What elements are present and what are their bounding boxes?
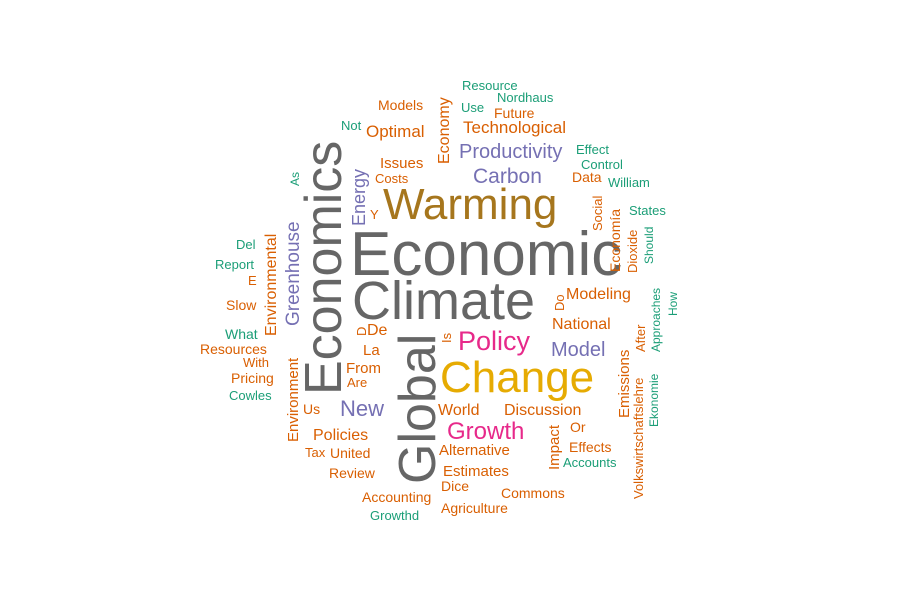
word-tax: Tax (305, 445, 326, 460)
word-new: New (340, 396, 385, 421)
word-alternative: Alternative (439, 442, 510, 459)
word-del: Del (236, 237, 256, 252)
word-dice: Dice (441, 478, 470, 494)
word-should: Should (642, 226, 656, 264)
word-change: Change (440, 353, 595, 402)
word-growth: Growth (447, 418, 525, 445)
word-as: As (288, 171, 302, 186)
word-e: E (248, 273, 257, 288)
word-technological: Technological (463, 118, 567, 137)
word-resources: Resources (200, 341, 267, 357)
word-approaches: Approaches (649, 287, 663, 352)
word-report: Report (215, 257, 255, 272)
word-are: Are (347, 375, 368, 390)
word-united: United (330, 445, 371, 461)
word-growthd: Growthd (370, 508, 420, 523)
word-costs: Costs (375, 171, 409, 186)
word-economia: Economía (607, 208, 623, 272)
word-william: William (608, 175, 650, 190)
word-warming: Warming (383, 180, 558, 229)
word-after: After (633, 324, 648, 352)
word-resource: Resource (462, 78, 518, 93)
word-modeling: Modeling (566, 286, 631, 303)
word-carbon: Carbon (473, 165, 542, 188)
word-issues: Issues (380, 155, 424, 172)
word-is: Is (439, 332, 454, 343)
word-with: With (243, 355, 269, 370)
word-review: Review (329, 465, 375, 481)
word-slow: Slow (226, 297, 257, 313)
word-us: Us (303, 401, 321, 417)
word-estimates: Estimates (443, 463, 509, 480)
word-greenhouse: Greenhouse (283, 221, 304, 326)
word-dioxide: Dioxide (625, 229, 640, 273)
word-future: Future (494, 105, 535, 121)
word-world: World (438, 402, 480, 419)
word-impact: Impact (546, 424, 563, 470)
word-ekonomie: Ekonomie (647, 373, 661, 427)
word-economics: Economics (295, 140, 353, 395)
word-not: Not (341, 118, 362, 133)
word-use: Use (461, 100, 485, 115)
word-how: How (666, 291, 680, 316)
word-states: States (629, 203, 666, 218)
word-what: What (225, 326, 258, 342)
word-volkswirtschaftslehre: Volkswirtschaftslehre (631, 377, 646, 499)
word-y: Y (370, 207, 379, 222)
word-discussion: Discussion (504, 402, 582, 419)
word-pricing: Pricing (231, 370, 274, 386)
word-commons: Commons (501, 485, 565, 501)
word-accounting: Accounting (362, 489, 432, 505)
word-from: From (346, 360, 381, 377)
word-emissions: Emissions (616, 349, 633, 418)
word-control: Control (581, 157, 623, 172)
word-social: Social (590, 195, 605, 231)
word-effects: Effects (569, 439, 612, 455)
word-productivity: Productivity (459, 141, 563, 163)
word-global: Global (389, 333, 447, 484)
word-nordhaus: Nordhaus (497, 90, 554, 105)
word-climate: Climate (352, 271, 536, 331)
word-la: La (363, 342, 380, 359)
word-environment: Environment (285, 357, 302, 442)
word-optimal: Optimal (366, 122, 425, 141)
word-models: Models (378, 97, 424, 113)
word-policy: Policy (458, 326, 531, 356)
word-national: National (552, 316, 611, 333)
word-environmental: Environmental (263, 233, 280, 336)
word-policies: Policies (313, 427, 369, 444)
word-economic: Economic (350, 220, 623, 289)
word-de: De (367, 322, 388, 339)
word-accounts: Accounts (563, 455, 617, 470)
word-d: D (354, 326, 369, 336)
word-data: Data (572, 169, 602, 185)
word-model: Model (551, 339, 606, 361)
word-effect: Effect (576, 142, 610, 157)
word-agriculture: Agriculture (441, 500, 508, 516)
word-energy: Energy (349, 168, 369, 226)
word-do: Do (552, 294, 567, 311)
word-or: Or (570, 419, 586, 435)
word-economy: Economy (436, 97, 453, 164)
word-cowles: Cowles (229, 388, 272, 403)
